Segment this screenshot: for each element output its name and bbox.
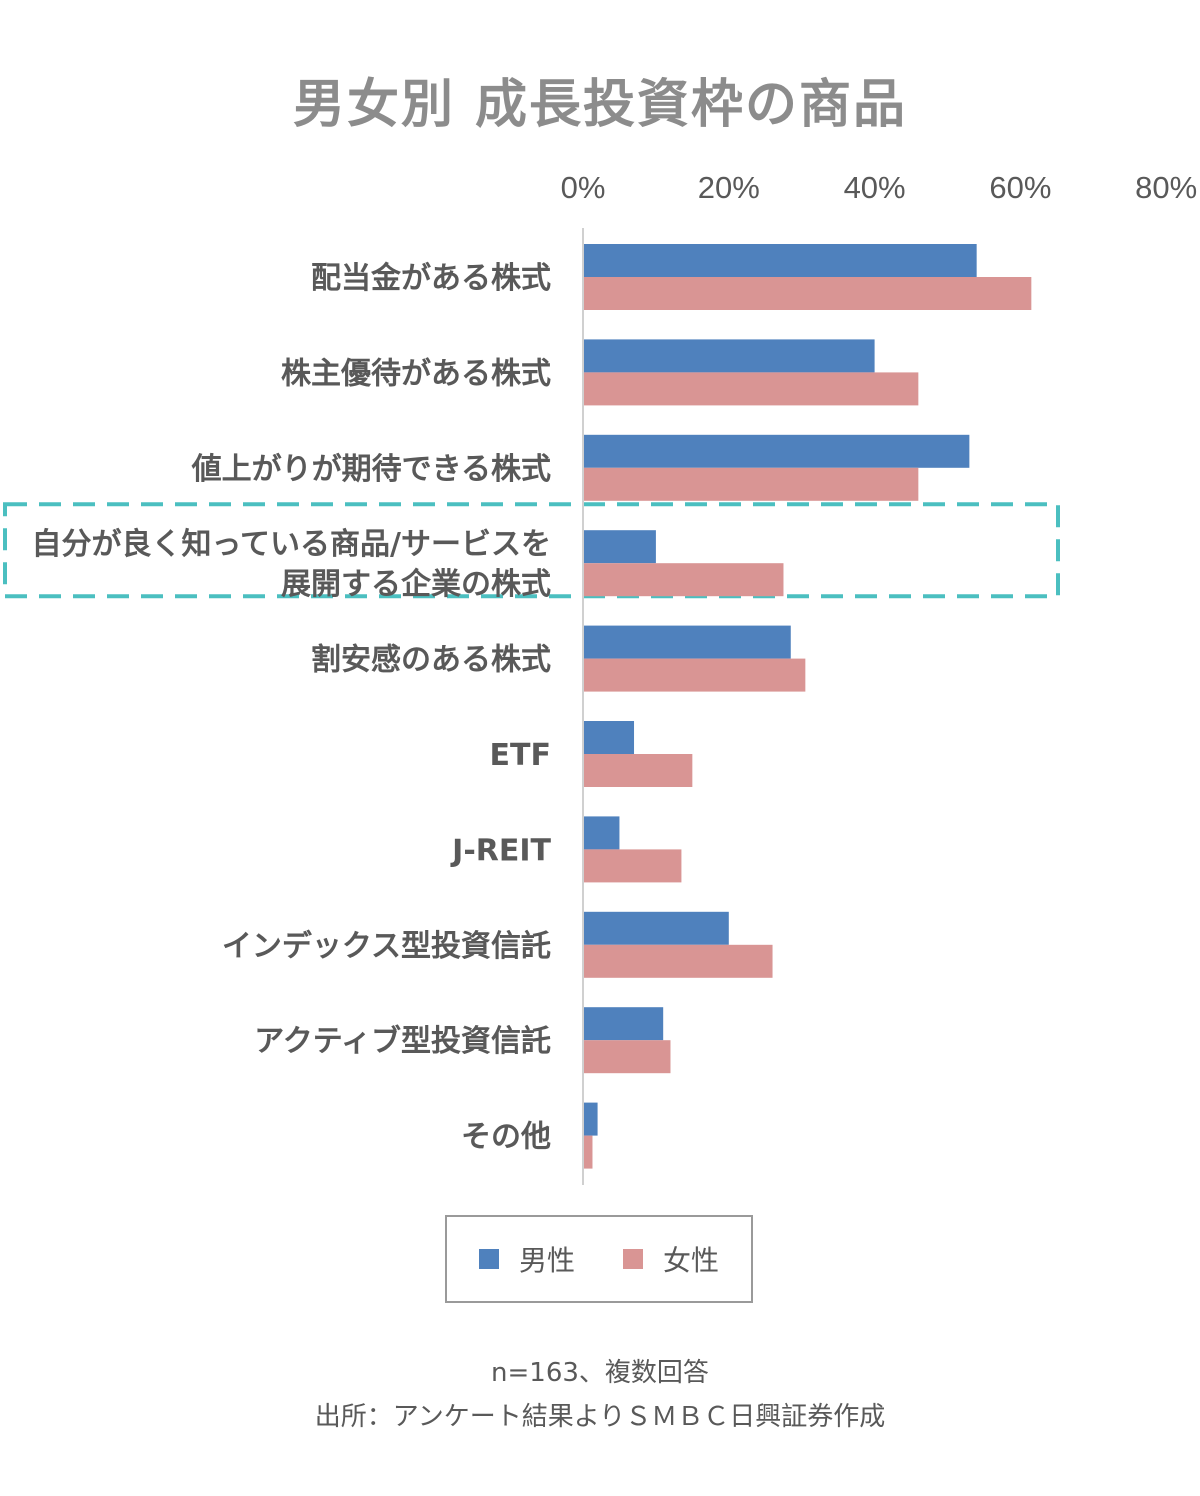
bar-male bbox=[583, 625, 791, 659]
bar-male bbox=[583, 911, 729, 945]
category-label: 配当金がある株式 bbox=[311, 261, 551, 296]
bar-female bbox=[583, 849, 682, 883]
category-label: J-REIT bbox=[450, 833, 551, 868]
chart-title: 男女別 成長投資枠の商品 bbox=[292, 75, 908, 135]
bar-male bbox=[583, 530, 656, 564]
highlight-box bbox=[3, 502, 1060, 599]
bar-female bbox=[583, 563, 784, 597]
bar-male bbox=[583, 244, 977, 277]
legend-swatch-male bbox=[478, 1249, 499, 1269]
bar-male bbox=[583, 434, 970, 468]
x-tick-label: 40% bbox=[844, 170, 906, 205]
bar-female bbox=[583, 944, 773, 978]
legend-item-male: 男性 bbox=[478, 1239, 575, 1279]
category-label: 株主優待がある株式 bbox=[281, 356, 551, 391]
bar-female bbox=[583, 1040, 671, 1074]
bar-male bbox=[583, 1102, 598, 1136]
legend-item-female: 女性 bbox=[623, 1239, 719, 1279]
bar-male bbox=[583, 816, 620, 850]
legend-swatch-female bbox=[623, 1249, 643, 1269]
bar-female bbox=[583, 277, 1032, 310]
x-tick-label: 20% bbox=[698, 170, 760, 205]
sample-note: n=163、複数回答 bbox=[491, 1358, 709, 1388]
x-tick-label: 0% bbox=[561, 170, 606, 205]
bar-female bbox=[583, 1135, 593, 1169]
x-tick-label: 80% bbox=[1135, 170, 1197, 205]
bar-male bbox=[583, 721, 635, 754]
bar-chart: 0% 20% 40% 60% 80% 配当金がある株式株主優待がある株式値上がりが期待でき… bbox=[3, 170, 1197, 1185]
legend: 男性 女性 bbox=[445, 1215, 753, 1303]
bar-female bbox=[583, 658, 806, 692]
legend-label-male: 男性 bbox=[518, 1244, 575, 1277]
category-label: アクティブ型投資信託 bbox=[254, 1024, 551, 1059]
category-label: インデックス型投資信託 bbox=[222, 929, 551, 964]
category-label: ETF bbox=[490, 738, 551, 773]
category-label: 割安感のある株式 bbox=[311, 643, 551, 678]
source-note: 出所：アンケート結果よりＳＭＢＣ日興証券作成 bbox=[314, 1402, 886, 1432]
bar-male bbox=[583, 339, 875, 373]
category-label: 自分が良く知っている商品/サービスを bbox=[32, 527, 551, 562]
bar-female bbox=[583, 372, 919, 406]
legend-label-female: 女性 bbox=[663, 1244, 720, 1277]
category-label: その他 bbox=[461, 1120, 551, 1155]
bar-male bbox=[583, 1007, 664, 1041]
bar-female bbox=[583, 754, 693, 787]
category-label: 値上がりが期待できる株式 bbox=[191, 452, 551, 487]
bar-female bbox=[583, 467, 919, 501]
x-tick-label: 60% bbox=[989, 170, 1051, 205]
category-label: 展開する企業の株式 bbox=[281, 567, 551, 602]
